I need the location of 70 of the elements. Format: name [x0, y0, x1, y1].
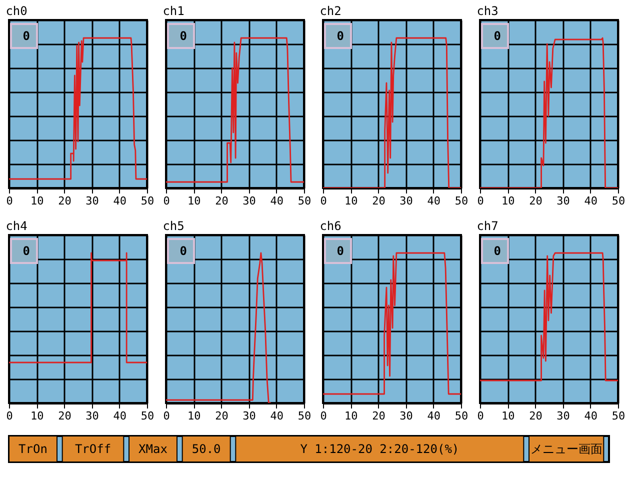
x-tick-label: 50	[612, 410, 626, 422]
x-tick-label: 40	[427, 194, 441, 208]
annotation: 0	[180, 244, 187, 258]
annotation: 0	[336, 29, 344, 43]
x-tick-label: 0	[163, 194, 170, 208]
chart-title: ch0	[6, 4, 28, 18]
x-tick-label: 30	[400, 410, 413, 422]
x-tick-label: 0	[320, 194, 327, 208]
x-tick-label: 50	[298, 410, 312, 422]
x-tick-label: 30	[242, 194, 256, 208]
x-tick-label: 50	[454, 194, 468, 208]
text: TrOn	[18, 442, 48, 456]
x-tick-label: 30	[86, 410, 99, 422]
x-tick-label: 10	[187, 410, 201, 422]
x-tick-label: 30	[400, 194, 413, 208]
x-tick-label: 50	[298, 194, 312, 208]
x-tick-label: 40	[584, 410, 598, 422]
x-tick-label: 30	[242, 410, 256, 422]
x-tick-label: 0	[163, 410, 170, 422]
x-tick-label: 40	[113, 194, 127, 208]
chart-title: ch5	[162, 219, 184, 233]
x-tick-label: 10	[344, 194, 358, 208]
x-tick-label: 20	[372, 194, 386, 208]
text: メニュー画面	[530, 442, 602, 456]
annotation: 0	[22, 244, 30, 258]
x-tick-label: 50	[454, 410, 468, 422]
x-tick-label: 40	[427, 410, 441, 422]
x-tick-label: 10	[501, 194, 515, 208]
annotation: 0	[494, 244, 501, 258]
x-tick-label: 30	[556, 194, 570, 208]
chart-title: ch6	[320, 219, 342, 233]
x-tick-label: 10	[30, 194, 44, 208]
x-tick-label: 0	[6, 410, 13, 422]
x-tick-label: 20	[215, 410, 228, 422]
x-tick-label: 10	[501, 410, 515, 422]
x-tick-label: 20	[529, 410, 542, 422]
annotation: 0	[494, 29, 501, 43]
annotation: 0	[22, 29, 30, 43]
chart-title: ch2	[320, 4, 342, 18]
x-tick-label: 50	[140, 194, 154, 208]
x-tick-label: 10	[30, 410, 44, 422]
annotation: 0	[180, 29, 187, 43]
chart-title: ch3	[476, 4, 498, 18]
x-tick-label: 20	[58, 194, 72, 208]
annotation: 0	[336, 244, 344, 258]
x-tick-label: 0	[477, 410, 484, 422]
text: TrOff	[74, 442, 112, 456]
x-tick-label: 20	[58, 410, 72, 422]
x-tick-label: 0	[477, 194, 484, 208]
x-tick-label: 10	[344, 410, 358, 422]
chart-title: ch7	[476, 219, 498, 233]
x-tick-label: 30	[86, 194, 99, 208]
x-tick-label: 20	[215, 194, 228, 208]
x-tick-label: 20	[372, 410, 386, 422]
x-tick-label: 0	[6, 194, 13, 208]
chart-title: ch1	[162, 4, 184, 18]
text: 50.0	[192, 442, 221, 456]
x-tick-label: 40	[270, 410, 284, 422]
chart-title: ch4	[6, 219, 28, 233]
x-tick-label: 20	[529, 194, 542, 208]
x-tick-label: 40	[584, 194, 598, 208]
x-tick-label: 50	[140, 410, 154, 422]
text: Y 1:120-20 2:20-120(%)	[300, 442, 460, 456]
x-tick-label: 30	[556, 410, 570, 422]
x-tick-label: 10	[187, 194, 201, 208]
x-tick-label: 40	[113, 410, 127, 422]
x-tick-label: 40	[270, 194, 284, 208]
text: XMax	[138, 442, 168, 456]
x-tick-label: 50	[612, 194, 626, 208]
x-tick-label: 0	[320, 410, 327, 422]
